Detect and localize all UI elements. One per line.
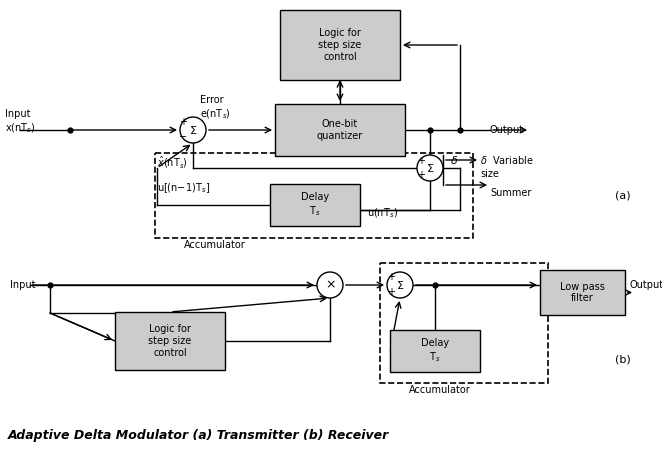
Bar <box>270 184 360 226</box>
Text: One-bit
quantizer: One-bit quantizer <box>317 119 363 141</box>
Text: +: + <box>417 170 425 180</box>
Text: Accumulator: Accumulator <box>184 240 246 250</box>
Text: Logic for
step size
control: Logic for step size control <box>148 324 191 358</box>
Circle shape <box>317 272 343 298</box>
Text: +: + <box>417 156 425 166</box>
Text: $\times$: $\times$ <box>324 278 336 292</box>
Text: u(nT$_s$): u(nT$_s$) <box>367 206 398 220</box>
Text: Low pass
filter: Low pass filter <box>560 282 605 303</box>
Text: −: − <box>179 132 187 142</box>
Text: Output: Output <box>490 125 524 135</box>
Text: Output: Output <box>630 280 662 290</box>
Text: (a): (a) <box>615 190 631 200</box>
Text: $\delta$: $\delta$ <box>450 154 458 166</box>
Bar <box>540 270 625 315</box>
Text: Logic for
step size
control: Logic for step size control <box>318 28 361 61</box>
Text: Error
e(nT$_s$): Error e(nT$_s$) <box>200 95 231 121</box>
Text: Input
x(nT$_s$): Input x(nT$_s$) <box>5 109 36 135</box>
Text: $\hat{x}$(nT$_s$): $\hat{x}$(nT$_s$) <box>157 154 188 170</box>
Text: Input: Input <box>10 280 36 290</box>
Text: size: size <box>480 169 499 179</box>
Bar <box>275 104 405 156</box>
Text: Summer: Summer <box>490 188 532 198</box>
Bar <box>390 330 480 372</box>
Text: $\Sigma$: $\Sigma$ <box>426 162 434 174</box>
Bar <box>155 153 473 238</box>
Text: u[(n−1)T$_s$]: u[(n−1)T$_s$] <box>157 181 210 195</box>
Text: +: + <box>179 117 187 127</box>
Text: (b): (b) <box>615 355 631 365</box>
Text: Accumulator: Accumulator <box>409 385 471 395</box>
Bar <box>115 312 225 370</box>
Text: Delay
T$_s$: Delay T$_s$ <box>301 192 329 218</box>
Text: $\Sigma$: $\Sigma$ <box>189 124 197 136</box>
Text: +: + <box>387 287 395 297</box>
Bar <box>280 10 400 80</box>
Circle shape <box>387 272 413 298</box>
Text: Adaptive Delta Modulator (a) Transmitter (b) Receiver: Adaptive Delta Modulator (a) Transmitter… <box>8 429 389 441</box>
Circle shape <box>417 155 443 181</box>
Text: $\Sigma$: $\Sigma$ <box>396 279 404 291</box>
Text: $\delta$  Variable: $\delta$ Variable <box>480 154 534 166</box>
Text: +: + <box>387 272 395 282</box>
Text: Delay
T$_s$: Delay T$_s$ <box>421 338 449 364</box>
Circle shape <box>180 117 206 143</box>
Bar <box>380 263 548 383</box>
